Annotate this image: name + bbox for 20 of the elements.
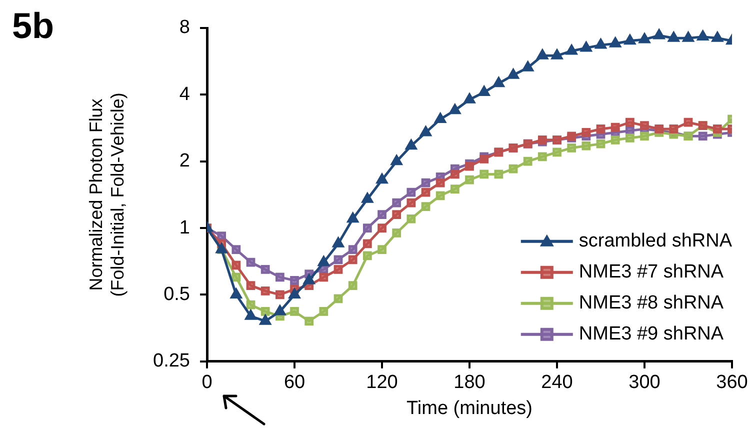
legend-label: NME3 #9 shRNA <box>578 324 724 345</box>
y-tick-label: 0.5 <box>164 284 190 305</box>
legend-label: NME3 #8 shRNA <box>578 292 724 314</box>
x-tick-label: 0 <box>202 372 212 394</box>
x-tick-label: 180 <box>454 372 486 394</box>
x-tick-label: 240 <box>541 372 573 394</box>
x-tick-label: 60 <box>284 372 306 394</box>
chart-title: 5b <box>12 4 54 46</box>
y-axis-title: Normalized Photon Flux (Fold-Initial, Fold-Vehicle) <box>86 92 128 297</box>
x-tick-label: 360 <box>716 372 748 394</box>
y-tick-label: 4 <box>179 84 190 105</box>
legend-label: NME3 #7 shRNA <box>578 262 724 283</box>
x-tick-label: 300 <box>628 372 660 394</box>
y-tick-label: 0.25 <box>153 350 190 372</box>
x-axis-title: Time (minutes) <box>406 398 532 419</box>
x-tick-label: 120 <box>366 372 398 394</box>
y-tick-label: 1 <box>179 217 190 238</box>
legend-label: scrambled shRNA <box>578 230 732 252</box>
y-tick-label: 8 <box>179 17 190 38</box>
y-tick-label: 2 <box>179 150 190 172</box>
